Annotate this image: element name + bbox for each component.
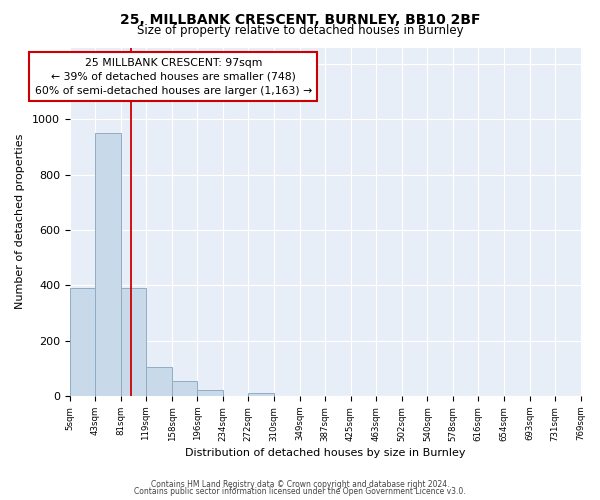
Bar (248, 393, 274, 396)
Bar (70, 288, 95, 396)
Bar (121, 288, 146, 396)
X-axis label: Distribution of detached houses by size in Burnley: Distribution of detached houses by size … (185, 448, 466, 458)
Text: Size of property relative to detached houses in Burnley: Size of property relative to detached ho… (137, 24, 463, 37)
Text: Contains HM Land Registry data © Crown copyright and database right 2024.: Contains HM Land Registry data © Crown c… (151, 480, 449, 489)
Text: 25, MILLBANK CRESCENT, BURNLEY, BB10 2BF: 25, MILLBANK CRESCENT, BURNLEY, BB10 2BF (120, 12, 480, 26)
Bar (95, 133, 121, 396)
Text: 25 MILLBANK CRESCENT: 97sqm
← 39% of detached houses are smaller (748)
60% of se: 25 MILLBANK CRESCENT: 97sqm ← 39% of det… (35, 58, 312, 96)
Y-axis label: Number of detached properties: Number of detached properties (15, 134, 25, 310)
Bar (197, 390, 223, 396)
Text: Contains public sector information licensed under the Open Government Licence v3: Contains public sector information licen… (134, 488, 466, 496)
Bar (146, 367, 172, 396)
Bar (172, 380, 197, 396)
